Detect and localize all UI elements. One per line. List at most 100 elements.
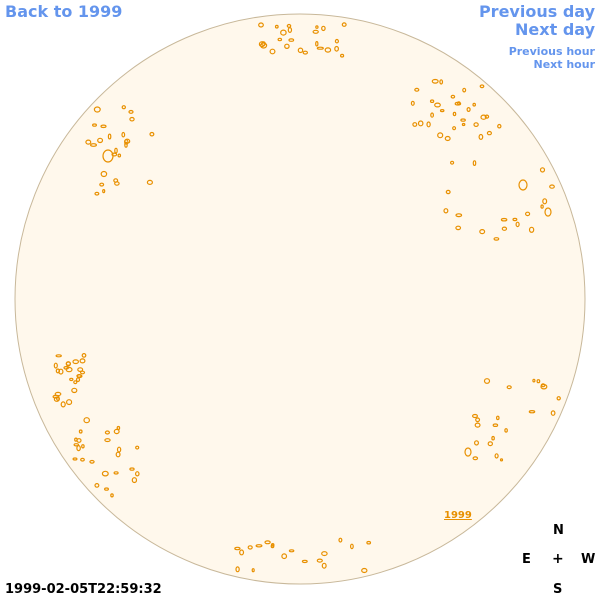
contour-speck: [528, 410, 536, 414]
contour-speck: [83, 417, 91, 424]
contour-speck: [121, 105, 127, 110]
contour-speck: [264, 540, 271, 545]
previous-day-link[interactable]: Previous day: [478, 2, 595, 21]
contour-speck: [121, 131, 126, 138]
contour-speck: [461, 122, 466, 127]
contour-speck: [97, 137, 104, 144]
contour-speck: [491, 435, 495, 441]
contour-speck: [542, 198, 548, 205]
contour-speck: [540, 383, 548, 390]
contour-speck: [434, 102, 441, 108]
contour-speck: [80, 457, 85, 462]
contour-speck: [85, 139, 92, 145]
contour-speck: [117, 153, 122, 158]
previous-hour-link[interactable]: Previous hour: [508, 45, 595, 58]
contour-speck: [255, 544, 263, 548]
contour-speck: [100, 124, 107, 129]
contour-speck: [102, 189, 106, 194]
year-label-link[interactable]: 1999: [444, 510, 472, 521]
contour-speck: [462, 87, 467, 93]
contour-speck: [301, 559, 308, 564]
contour-speck: [73, 380, 78, 385]
contour-speck: [512, 217, 518, 222]
contour-speck: [500, 217, 508, 222]
contour-speck: [146, 179, 153, 185]
contour-speck: [234, 546, 241, 551]
contour-speck: [93, 106, 101, 113]
contour-speck: [251, 568, 255, 573]
contour-speck: [104, 438, 111, 443]
active-region-contours: [52, 22, 561, 574]
contour-speck: [315, 25, 319, 29]
contour-speck: [410, 100, 415, 106]
contour-speck: [258, 22, 264, 28]
contour-speck: [528, 226, 535, 233]
compass-west-label: W: [581, 552, 596, 567]
contour-speck: [338, 537, 343, 543]
contour-speck: [437, 132, 444, 139]
contour-loop: [544, 207, 552, 217]
contour-speck: [324, 47, 332, 53]
contour-speck: [494, 453, 499, 459]
next-day-link[interactable]: Next day: [515, 20, 595, 39]
contour-speck: [135, 445, 140, 450]
contour-speck: [315, 40, 319, 47]
contour-speck: [479, 229, 486, 235]
contour-speck: [361, 567, 368, 574]
contour-speck: [63, 365, 69, 370]
contour-speck: [79, 370, 86, 375]
contour-speck: [501, 226, 508, 231]
contour-speck: [239, 549, 245, 556]
contour-speck: [499, 458, 504, 462]
contour-speck: [135, 471, 140, 477]
contour-speck: [89, 143, 97, 147]
contour-speck: [91, 123, 97, 127]
compass-north-label: N: [553, 523, 564, 538]
contour-speck: [72, 359, 80, 365]
contour-speck: [426, 121, 431, 128]
contour-speck: [297, 47, 304, 54]
contour-speck: [439, 79, 444, 85]
next-hour-link[interactable]: Next hour: [533, 58, 596, 71]
contour-speck: [100, 170, 108, 178]
contour-speck: [483, 378, 491, 384]
contour-speck: [472, 102, 477, 107]
contour-speck: [60, 401, 66, 408]
contour-speck: [466, 106, 471, 112]
contour-speck: [258, 41, 266, 48]
contour-speck: [73, 443, 80, 447]
contour-speck: [431, 78, 439, 84]
contour-speck: [53, 362, 58, 369]
contour-speck: [81, 444, 85, 449]
contour-speck: [445, 189, 451, 195]
contour-speck: [472, 413, 479, 419]
contour-speck: [76, 438, 82, 443]
contour-speck: [556, 396, 561, 401]
contour-speck: [124, 141, 128, 148]
contour-speck: [340, 53, 345, 58]
contour-speck: [550, 410, 556, 416]
contour-speck: [69, 377, 74, 382]
contour-speck: [539, 167, 546, 173]
compass-east-label: E: [522, 552, 531, 567]
solar-disk: [14, 13, 586, 585]
contour-speck: [460, 118, 466, 122]
contour-speck: [65, 361, 71, 367]
contour-speck: [65, 399, 73, 406]
contour-speck: [495, 415, 500, 421]
contour-speck: [277, 37, 283, 42]
contour-speck: [455, 225, 462, 231]
contour-speck: [77, 367, 84, 373]
contour-speck: [487, 441, 493, 447]
observation-timestamp: 1999-02-05T22:59:32: [5, 582, 162, 597]
contour-speck: [334, 38, 339, 44]
contour-speck: [478, 133, 484, 140]
contour-speck: [504, 428, 508, 433]
contour-speck: [75, 377, 81, 383]
contour-speck: [247, 545, 253, 550]
contour-speck: [321, 551, 328, 557]
contour-speck: [110, 493, 114, 498]
contour-speck: [55, 396, 60, 401]
back-to-year-link[interactable]: Back to 1999: [5, 2, 123, 21]
